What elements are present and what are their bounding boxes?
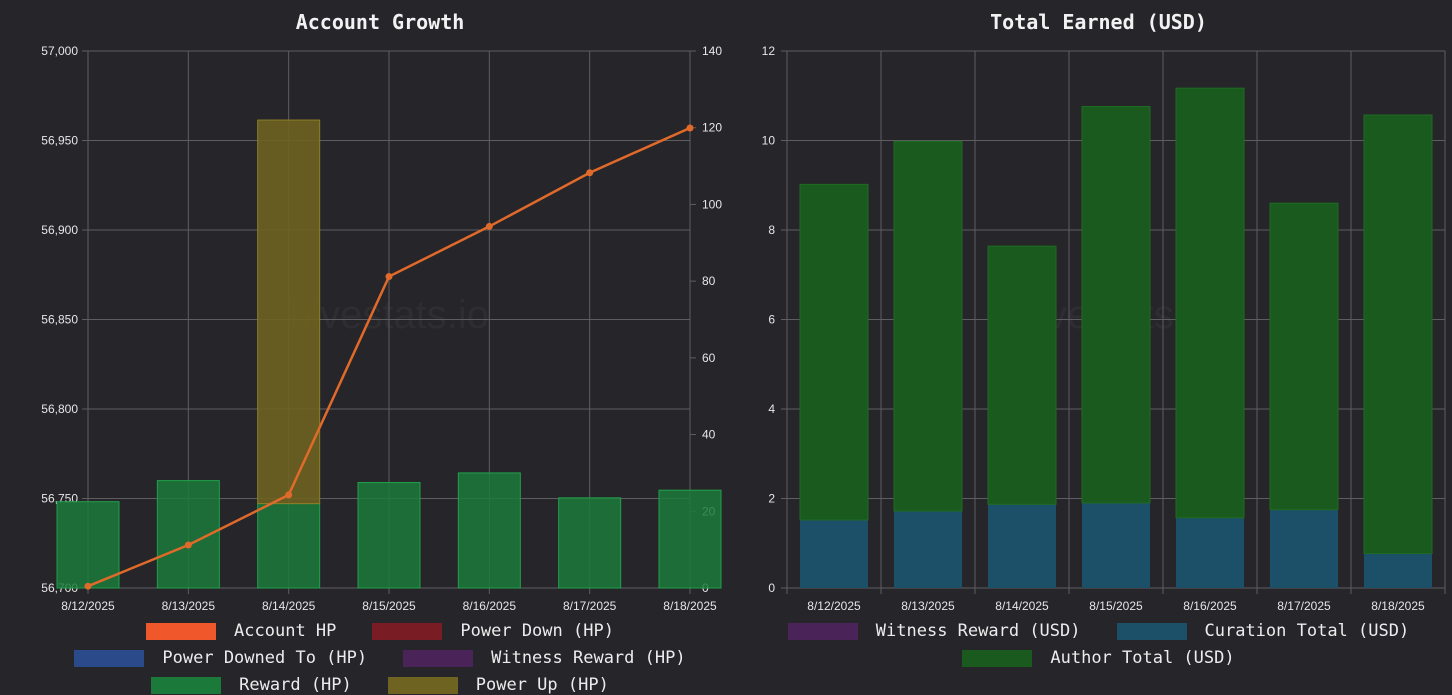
legend: Power Downed To (HP) Witness Reward (HP) <box>0 648 760 668</box>
legend-swatch <box>372 622 443 640</box>
chart-title: Account Growth <box>295 10 465 34</box>
legend-swatch <box>962 649 1033 667</box>
legend-item[interactable]: Witness Reward (USD) <box>787 621 1081 641</box>
legend-label: Account HP <box>234 621 337 641</box>
legend: Reward (HP) Power Up (HP) <box>0 675 760 695</box>
bar-reward <box>257 503 321 589</box>
legend-item[interactable]: Power Downed To (HP) <box>74 648 367 668</box>
bar-reward <box>658 489 722 589</box>
x-tick-label: 8/12/2025 <box>807 599 861 613</box>
x-tick-label: 8/17/2025 <box>563 599 617 613</box>
y2-tick-label: 120 <box>702 121 722 135</box>
bar-reward <box>357 482 421 589</box>
x-tick-label: 8/16/2025 <box>463 599 517 613</box>
y-tick-label: 56,900 <box>41 223 78 237</box>
legend-label: Witness Reward (USD) <box>875 621 1081 641</box>
legend-label: Witness Reward (HP) <box>491 648 686 668</box>
bar-reward <box>56 501 120 589</box>
x-tick-label: 8/13/2025 <box>162 599 216 613</box>
legend-item[interactable]: Power Up (HP) <box>387 675 609 695</box>
legend-item[interactable]: Power Down (HP) <box>372 621 614 641</box>
legend-item[interactable]: Reward (HP) <box>151 675 352 695</box>
bar-author <box>799 183 869 521</box>
y-tick-label: 56,800 <box>41 402 78 416</box>
legend-item[interactable]: Account HP <box>146 621 336 641</box>
bar-curation <box>894 511 962 588</box>
y2-tick-label: 100 <box>702 197 722 211</box>
bar-author <box>893 140 963 512</box>
x-tick-label: 8/13/2025 <box>901 599 955 613</box>
legend-label: Power Downed To (HP) <box>162 648 368 668</box>
total-earned-chart: hivestats.io0246810128/12/20258/13/20258… <box>762 44 1446 613</box>
bar-author <box>1081 105 1151 504</box>
legend-swatch <box>146 622 217 640</box>
bar-author <box>987 245 1057 505</box>
x-tick-label: 8/18/2025 <box>663 599 717 613</box>
account-growth-chart: hivestats.io56,70056,75056,80056,85056,9… <box>41 44 722 613</box>
legend-label: Curation Total (USD) <box>1204 621 1410 641</box>
y-tick-label: 12 <box>762 44 776 58</box>
x-tick-label: 8/12/2025 <box>61 599 115 613</box>
chart-title: Total Earned (USD) <box>990 10 1207 34</box>
y-tick-label: 57,000 <box>41 44 78 58</box>
bar-curation <box>1364 553 1432 588</box>
legend-label: Author Total (USD) <box>1050 648 1235 668</box>
legend-item[interactable]: Curation Total (USD) <box>1116 621 1410 641</box>
x-tick-label: 8/14/2025 <box>262 599 316 613</box>
point-account-hp <box>485 222 493 230</box>
bar-curation <box>1176 517 1244 588</box>
bar-curation <box>1082 502 1150 588</box>
x-tick-label: 8/15/2025 <box>362 599 416 613</box>
bar-curation <box>1270 509 1338 588</box>
y2-tick-label: 140 <box>702 44 722 58</box>
legend: Witness Reward (USD) Curation Total (USD) <box>745 621 1452 641</box>
legend-item[interactable]: Witness Reward (HP) <box>403 648 686 668</box>
bar-reward <box>558 497 622 589</box>
bar-reward <box>457 472 521 589</box>
legend-label: Reward (HP) <box>239 675 352 695</box>
legend: Author Total (USD) <box>745 648 1452 668</box>
y-tick-label: 6 <box>768 313 775 327</box>
bar-author <box>1363 114 1433 555</box>
y2-tick-label: 60 <box>702 351 716 365</box>
bar-author <box>1175 87 1245 519</box>
legend-swatch <box>74 649 145 667</box>
y-tick-label: 56,950 <box>41 134 78 148</box>
y-tick-label: 2 <box>768 492 775 506</box>
bar-curation <box>800 519 868 588</box>
y-tick-label: 10 <box>762 134 776 148</box>
legend-item[interactable]: Author Total (USD) <box>962 648 1235 668</box>
legend-swatch <box>403 649 474 667</box>
legend-label: Power Up (HP) <box>475 675 609 695</box>
y-tick-label: 56,850 <box>41 313 78 327</box>
legend-swatch <box>387 676 458 694</box>
x-tick-label: 8/14/2025 <box>995 599 1049 613</box>
point-account-hp <box>184 541 192 549</box>
point-account-hp <box>385 273 393 281</box>
x-tick-label: 8/17/2025 <box>1277 599 1331 613</box>
legend-swatch <box>151 676 222 694</box>
point-account-hp <box>686 124 694 132</box>
legend-swatch <box>787 622 858 640</box>
point-account-hp <box>84 582 92 590</box>
y-tick-label: 4 <box>768 402 775 416</box>
bar-author <box>1269 202 1339 511</box>
point-account-hp <box>285 491 293 499</box>
y2-tick-label: 40 <box>702 428 716 442</box>
total-earned-panel: Total Earned (USD) hivestats.io024681012… <box>745 0 1452 692</box>
y-tick-label: 0 <box>768 581 775 595</box>
bar-power-up <box>257 119 321 505</box>
point-account-hp <box>586 169 594 177</box>
account-growth-panel: Account Growth hivestats.io56,70056,7505… <box>0 10 760 695</box>
legend: Account HP Power Down (HP) <box>0 621 760 641</box>
bar-curation <box>988 504 1056 588</box>
y2-tick-label: 80 <box>702 274 716 288</box>
x-tick-label: 8/16/2025 <box>1183 599 1237 613</box>
legend-label: Power Down (HP) <box>460 621 614 641</box>
x-tick-label: 8/15/2025 <box>1089 599 1143 613</box>
y-tick-label: 8 <box>768 223 775 237</box>
x-tick-label: 8/18/2025 <box>1371 599 1425 613</box>
legend-swatch <box>1116 622 1187 640</box>
